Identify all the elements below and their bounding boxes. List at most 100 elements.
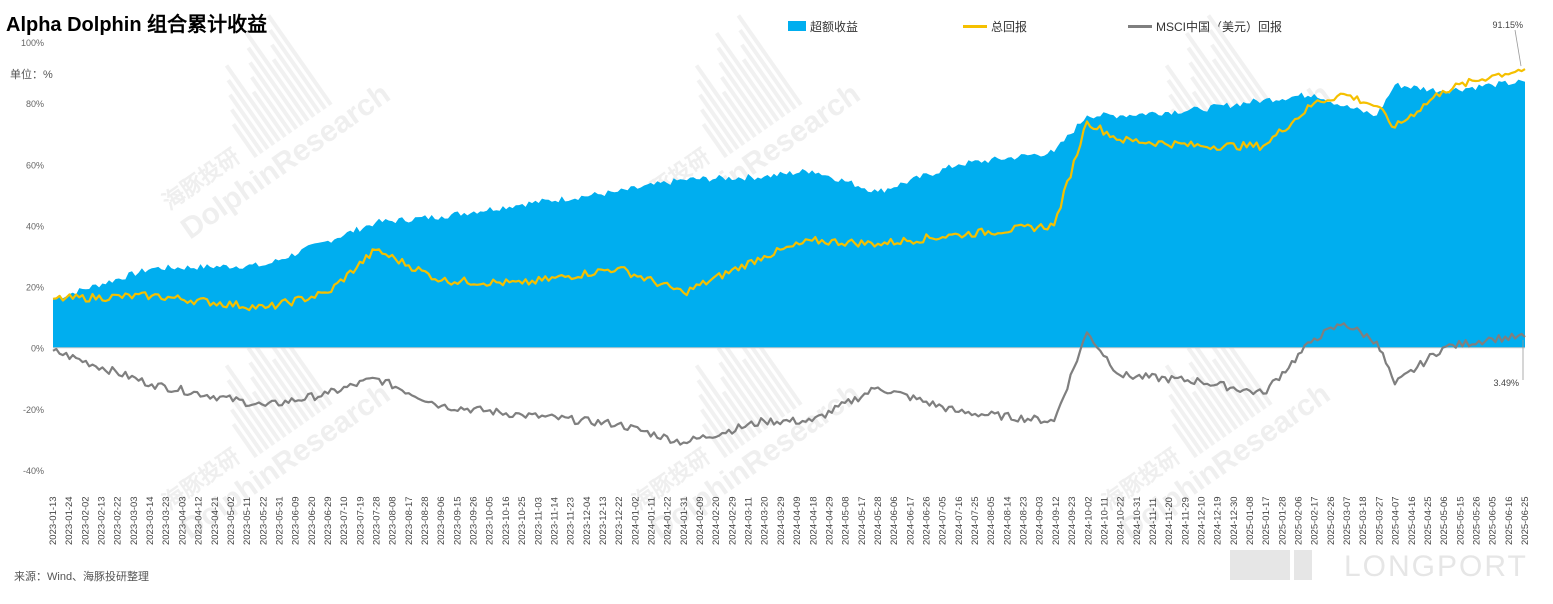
watermark-bar [271, 358, 316, 418]
x-tick-label: 2023-01-13 [48, 496, 59, 545]
watermark-bar [694, 364, 751, 443]
x-tick-label: 2024-04-29 [824, 496, 835, 545]
x-tick-label: 2024-10-02 [1083, 496, 1094, 545]
x-tick-label: 2024-02-20 [711, 496, 722, 545]
line-layer [52, 68, 1526, 446]
watermark-bar [1170, 408, 1204, 455]
x-tick-label: 2023-08-28 [420, 496, 431, 545]
y-tick-label: 80% [26, 99, 44, 109]
watermark-bar [738, 328, 797, 410]
watermark-bar [1208, 28, 1267, 110]
x-tick-label: 2024-10-22 [1116, 496, 1127, 545]
x-tick-label: 2023-07-28 [372, 496, 383, 545]
x-tick-label: 2024-06-26 [921, 496, 932, 545]
x-tick-label: 2023-10-16 [501, 496, 512, 545]
watermark-bar [224, 64, 281, 143]
x-tick-label: 2023-11-03 [533, 497, 544, 545]
x-tick-label: 2024-07-05 [938, 496, 949, 545]
watermark-bar [718, 361, 769, 430]
x-tick-label: 2023-11-23 [566, 497, 577, 545]
watermark-bar [1166, 379, 1216, 447]
chart-title: Alpha Dolphin 组合累计收益 [6, 14, 268, 36]
watermark-bar [1188, 361, 1239, 430]
watermark-bar [701, 423, 728, 459]
annotation-leader-total [1514, 29, 1522, 67]
watermark-bar [721, 90, 757, 138]
watermark-bar [714, 31, 780, 122]
x-tick-label: 2024-01-02 [630, 496, 641, 545]
annotation-msci: 3.49% [1493, 378, 1519, 388]
x-tick-label: 2024-01-11 [647, 497, 658, 545]
x-tick-label: 2024-04-18 [808, 496, 819, 545]
x-tick-label: 2024-01-22 [663, 496, 674, 545]
x-tick-label: 2023-02-22 [113, 496, 124, 545]
watermark-bar [250, 75, 293, 134]
x-tick-label: 2024-11-11 [1148, 498, 1159, 545]
watermark-bar [741, 58, 786, 118]
legend-item-total: 总回报 [963, 16, 1027, 36]
x-tick-label: 2023-03-03 [129, 496, 140, 545]
longport-logo: LONGPORT [1230, 550, 1540, 586]
x-tick-label: 2023-02-02 [80, 496, 91, 545]
watermark-bar [268, 328, 327, 410]
watermark-bar [1190, 375, 1233, 434]
watermark-bar [228, 93, 270, 151]
y-tick-label: 20% [26, 283, 44, 293]
x-tick-label: 2024-05-17 [857, 496, 868, 545]
watermark-bar [246, 46, 304, 126]
watermark-bar [266, 14, 333, 106]
watermark-bar [248, 361, 299, 430]
watermark-bar [248, 61, 299, 130]
watermark-bar [696, 379, 746, 447]
watermark-bar [270, 43, 322, 114]
watermark-bar [740, 43, 792, 114]
x-tick-label: 2025-04-16 [1407, 496, 1418, 545]
x-tick-label: 2023-01-24 [64, 496, 75, 545]
x-tick-label: 2023-04-12 [194, 496, 205, 545]
x-tick-label: 2023-12-13 [598, 496, 609, 545]
x-tick-label: 2024-06-06 [889, 496, 900, 545]
x-tick-label: 2023-02-13 [97, 496, 108, 545]
legend-label-total: 总回报 [991, 19, 1028, 34]
longport-logo-icon [1230, 550, 1312, 582]
source-note: 来源：Wind、海豚投研整理 [14, 571, 150, 583]
watermark-bar [271, 58, 316, 118]
unit-label: 单位：% [10, 69, 53, 81]
legend-swatch-total [963, 24, 987, 28]
x-tick-label: 2024-10-31 [1132, 496, 1143, 545]
x-tick-label: 2025-06-05 [1488, 496, 1499, 545]
x-tick-label: 2024-03-20 [760, 496, 771, 545]
x-tick-label: 2025-06-16 [1504, 496, 1515, 545]
x-tick-label: 2025-02-17 [1310, 496, 1321, 545]
x-tick-label: 2023-11-14 [549, 497, 560, 545]
y-tick-label: 100% [21, 38, 44, 48]
x-tick-label: 2024-01-31 [679, 496, 690, 545]
x-tick-label: 2024-07-25 [970, 496, 981, 545]
x-tick-label: 2024-09-23 [1067, 496, 1078, 545]
x-tick-label: 2023-06-09 [291, 496, 302, 545]
legend-item-excess: 超额收益 [788, 16, 858, 36]
x-tick-label: 2024-02-29 [727, 496, 738, 545]
x-tick-label: 2023-03-14 [145, 496, 156, 545]
watermark-bar [1210, 343, 1262, 414]
x-tick-label: 2024-11-29 [1180, 497, 1191, 545]
watermark-bar [716, 346, 774, 426]
watermark-bar [251, 90, 287, 138]
x-tick-label: 2025-04-07 [1391, 496, 1402, 545]
x-tick-label: 2024-05-08 [841, 496, 852, 545]
watermark-bar [1164, 364, 1221, 443]
watermark-bar [698, 93, 740, 151]
series-area-excess [53, 79, 1525, 348]
longport-logo-text: LONGPORT [1344, 550, 1528, 583]
x-tick-label: 2024-07-16 [954, 496, 965, 545]
watermark-bar [250, 375, 293, 434]
x-tick-label: 2025-01-08 [1245, 496, 1256, 545]
y-tick-label: 0% [31, 344, 44, 354]
watermark-bar [268, 28, 327, 110]
watermark-bar [231, 423, 258, 459]
x-tick-label: 2025-05-26 [1471, 496, 1482, 545]
watermark-bar [700, 108, 734, 155]
